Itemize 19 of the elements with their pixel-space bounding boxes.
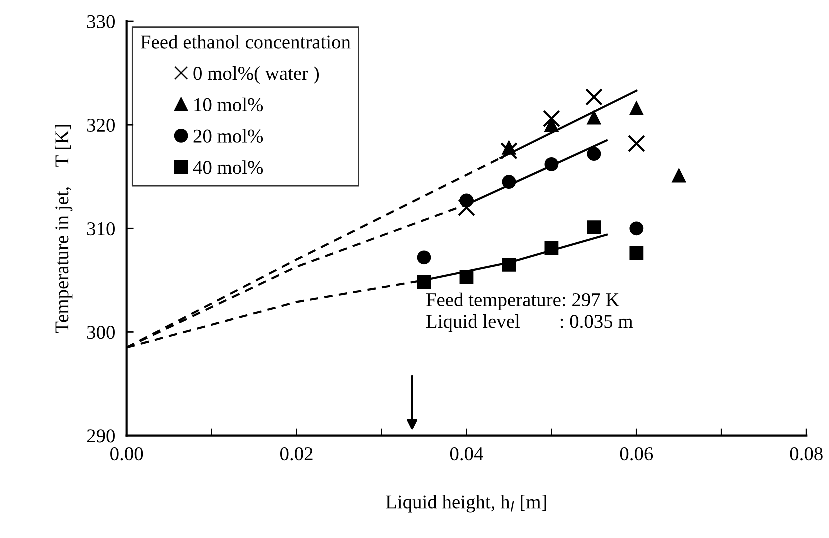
- y-tick-label: 310: [87, 222, 115, 236]
- y-axis-title: Temperature in jet, T [K]: [55, 125, 73, 334]
- legend-title: Feed ethanol concentration: [141, 35, 351, 49]
- x-tick-label: 0.02: [280, 447, 313, 461]
- x-tick-label: 0.06: [620, 447, 654, 461]
- legend-label: 20 mol%: [194, 129, 264, 143]
- x-tick-label: 0.04: [450, 447, 484, 461]
- y-tick-label: 320: [87, 118, 115, 132]
- y-tick-label: 290: [87, 430, 115, 443]
- x-tick-label: 0.08: [790, 447, 823, 461]
- annotation: Liquid level : 0.035 m: [426, 314, 634, 332]
- legend-label: 0 mol%( water ): [194, 66, 320, 84]
- x-axis-title: Liquid height, h$_{l}$ [m]: [386, 495, 546, 513]
- y-tick-label: 330: [87, 15, 115, 28]
- x-tick-label: 0.00: [110, 447, 144, 461]
- annotation: Feed temperature: 297 K: [426, 292, 620, 310]
- legend-label: 40 mol%: [193, 160, 264, 174]
- legend-label: 10 mol%: [194, 98, 264, 112]
- y-tick-label: 300: [87, 326, 115, 340]
